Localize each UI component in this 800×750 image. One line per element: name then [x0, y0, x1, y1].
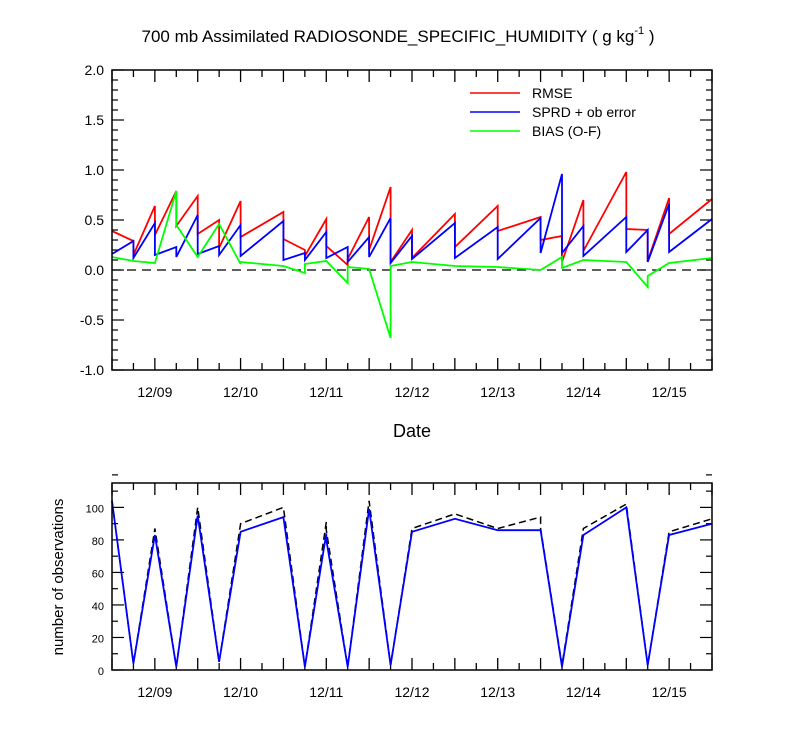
bottom-x-tick-label: 12/13 [480, 684, 515, 700]
top-y-tick-label: -1.0 [80, 362, 104, 378]
legend-rmse-label: RMSE [532, 85, 572, 101]
chart-title: 700 mb Assimilated RADIOSONDE_SPECIFIC_H… [141, 25, 654, 46]
bottom-series-obs-total [111, 500, 713, 667]
top-series [111, 171, 713, 339]
bottom-y-tick-label: 80 [92, 536, 104, 548]
bottom-y-tick-label: 100 [86, 503, 104, 515]
top-series-bias-o-f [111, 190, 713, 339]
bottom-x-tick-label: 12/14 [566, 684, 601, 700]
top-y-tick-label: 1.0 [85, 162, 105, 178]
bottom-labels: 0 20 40 60 80 100 12/09 12/10 12/11 12/12 12/13 12/… [86, 503, 687, 700]
top-x-axis-label: Date [393, 421, 431, 441]
top-panel: -1.0 -0.5 0.0 0.5 1.0 1.5 2.0 12/09 12/10 12/11 12… [80, 62, 713, 441]
bottom-series [111, 500, 713, 667]
top-x-tick-label: 12/12 [394, 384, 429, 400]
top-series-sprd-ob-error [111, 173, 713, 266]
top-y-tick-label: 1.5 [85, 112, 105, 128]
bottom-y-axis-label: number of observations [50, 499, 67, 656]
bottom-panel: 0 20 40 60 80 100 12/09 12/10 12/11 12/12 12/13 12/… [50, 474, 713, 700]
legend-sprd-label: SPRD + ob error [532, 104, 636, 120]
top-plot-frame [111, 69, 713, 371]
top-y-tick-label: -0.5 [80, 312, 104, 328]
top-y-tick-label: 0.0 [85, 262, 105, 278]
bottom-x-tick-label: 12/09 [137, 684, 172, 700]
top-x-tick-label: 12/15 [652, 384, 687, 400]
bottom-x-tick-label: 12/12 [394, 684, 429, 700]
bottom-x-tick-label: 12/11 [309, 684, 343, 700]
top-y-tick-label: 0.5 [85, 212, 105, 228]
bottom-y-tick-label: 0 [98, 666, 104, 678]
bottom-y-tick-label: 40 [92, 601, 104, 613]
top-x-tick-label: 12/14 [566, 384, 601, 400]
top-x-tick-label: 12/13 [480, 384, 515, 400]
legend: RMSE SPRD + ob error BIAS (O-F) [470, 85, 636, 139]
top-x-tick-label: 12/10 [223, 384, 258, 400]
top-y-tick-label: 2.0 [85, 62, 105, 78]
bottom-series-obs-used [111, 500, 713, 667]
top-x-tick-label: 12/11 [309, 384, 343, 400]
bottom-x-tick-label: 12/15 [652, 684, 687, 700]
bottom-ticks [111, 474, 713, 671]
bottom-y-tick-label: 60 [92, 568, 104, 580]
bottom-y-tick-label: 20 [92, 633, 104, 645]
top-labels: -1.0 -0.5 0.0 0.5 1.0 1.5 2.0 12/09 12/10 12/11 12… [80, 62, 687, 400]
top-x-tick-label: 12/09 [137, 384, 172, 400]
bottom-plot-frame [111, 482, 713, 671]
bottom-x-tick-label: 12/10 [223, 684, 258, 700]
legend-bias-label: BIAS (O-F) [532, 123, 601, 139]
